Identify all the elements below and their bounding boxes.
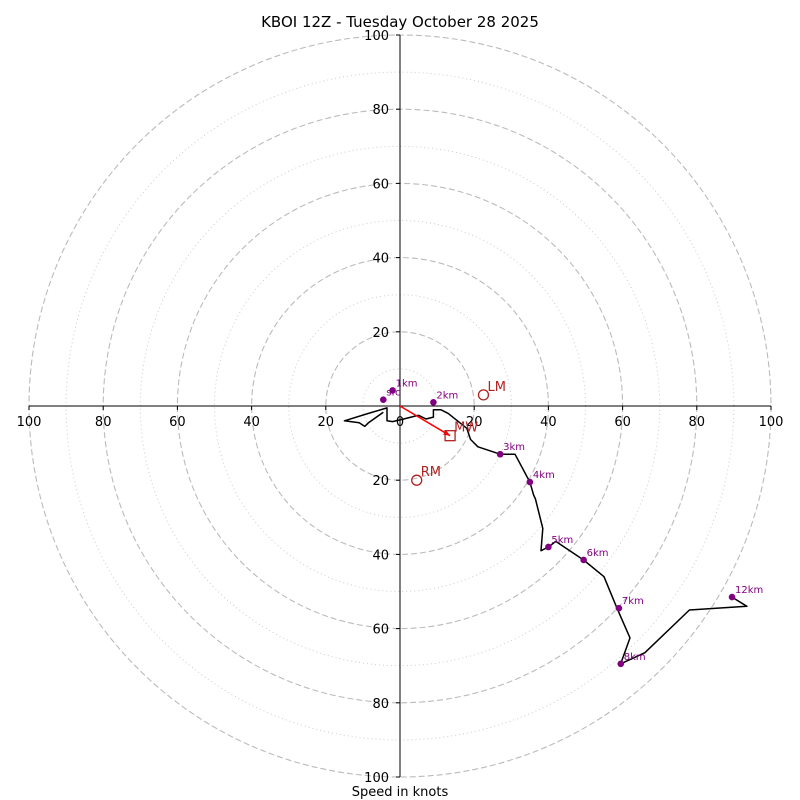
height-label: 6km bbox=[587, 548, 609, 559]
mean-wind-vector bbox=[399, 405, 451, 437]
chart-title: KBOI 12Z - Tuesday October 28 2025 bbox=[261, 13, 539, 31]
height-marker bbox=[526, 478, 534, 486]
storm-motion-marker bbox=[411, 474, 423, 486]
height-label: 2km bbox=[436, 390, 458, 401]
height-label: 7km bbox=[622, 596, 644, 607]
y-tick-label: 80 bbox=[372, 103, 389, 118]
x-tick-label: 100 bbox=[17, 415, 42, 430]
height-marker bbox=[545, 543, 552, 551]
y-tick-label: 80 bbox=[372, 697, 389, 712]
x-axis-label: Speed in knots bbox=[352, 785, 449, 800]
x-tick-label: 100 bbox=[759, 415, 784, 430]
height-marker bbox=[430, 398, 437, 406]
hodograph-trace bbox=[343, 407, 748, 665]
height-label: 4km bbox=[533, 470, 555, 481]
x-tick-label: 40 bbox=[540, 415, 557, 430]
height-label: 8km bbox=[624, 652, 646, 663]
storm-motion-label: RM bbox=[421, 465, 441, 480]
height-label: 3km bbox=[503, 442, 525, 453]
x-tick-label: 0 bbox=[396, 415, 404, 430]
height-marker bbox=[380, 396, 387, 403]
storm-motion: LM RM MW bbox=[399, 380, 506, 486]
height-marker bbox=[615, 604, 623, 612]
y-tick-label: 60 bbox=[372, 177, 389, 192]
height-marker bbox=[617, 660, 625, 668]
y-tick-label: 20 bbox=[372, 326, 389, 341]
y-tick-label: 40 bbox=[372, 548, 389, 563]
x-tick-label: 80 bbox=[95, 415, 112, 430]
x-tick-label: 60 bbox=[614, 415, 631, 430]
tick-labels: 100 80 60 40 20 0 20 40 60 80 100 100 80 60 40 20 20 40 60… bbox=[17, 29, 784, 786]
height-label: 12km bbox=[735, 585, 763, 596]
y-tick-label: 40 bbox=[372, 252, 389, 267]
y-tick-label: 100 bbox=[364, 771, 389, 786]
y-tick-label: 60 bbox=[372, 623, 389, 638]
height-marker bbox=[389, 387, 396, 394]
x-tick-label: 80 bbox=[689, 415, 706, 430]
height-marker bbox=[580, 556, 587, 564]
height-marker bbox=[496, 450, 504, 458]
height-label: 1km bbox=[396, 378, 418, 389]
height-label: 5km bbox=[551, 535, 573, 546]
x-tick-label: 60 bbox=[169, 415, 186, 430]
x-tick-label: 20 bbox=[318, 415, 335, 430]
storm-motion-marker bbox=[477, 389, 490, 401]
mean-wind-marker bbox=[444, 430, 456, 442]
y-tick-label: 100 bbox=[364, 29, 389, 44]
y-tick-label: 20 bbox=[372, 474, 389, 489]
x-tick-label: 40 bbox=[243, 415, 260, 430]
x-tick-label: 20 bbox=[466, 415, 483, 430]
storm-motion-label: LM bbox=[487, 380, 505, 395]
height-markers: sfc1km2km3km4km5km6km7km8km12km bbox=[380, 378, 763, 668]
height-marker bbox=[728, 593, 736, 601]
storm-motion-label: MW bbox=[454, 421, 478, 436]
wind-trace-line bbox=[343, 407, 748, 665]
